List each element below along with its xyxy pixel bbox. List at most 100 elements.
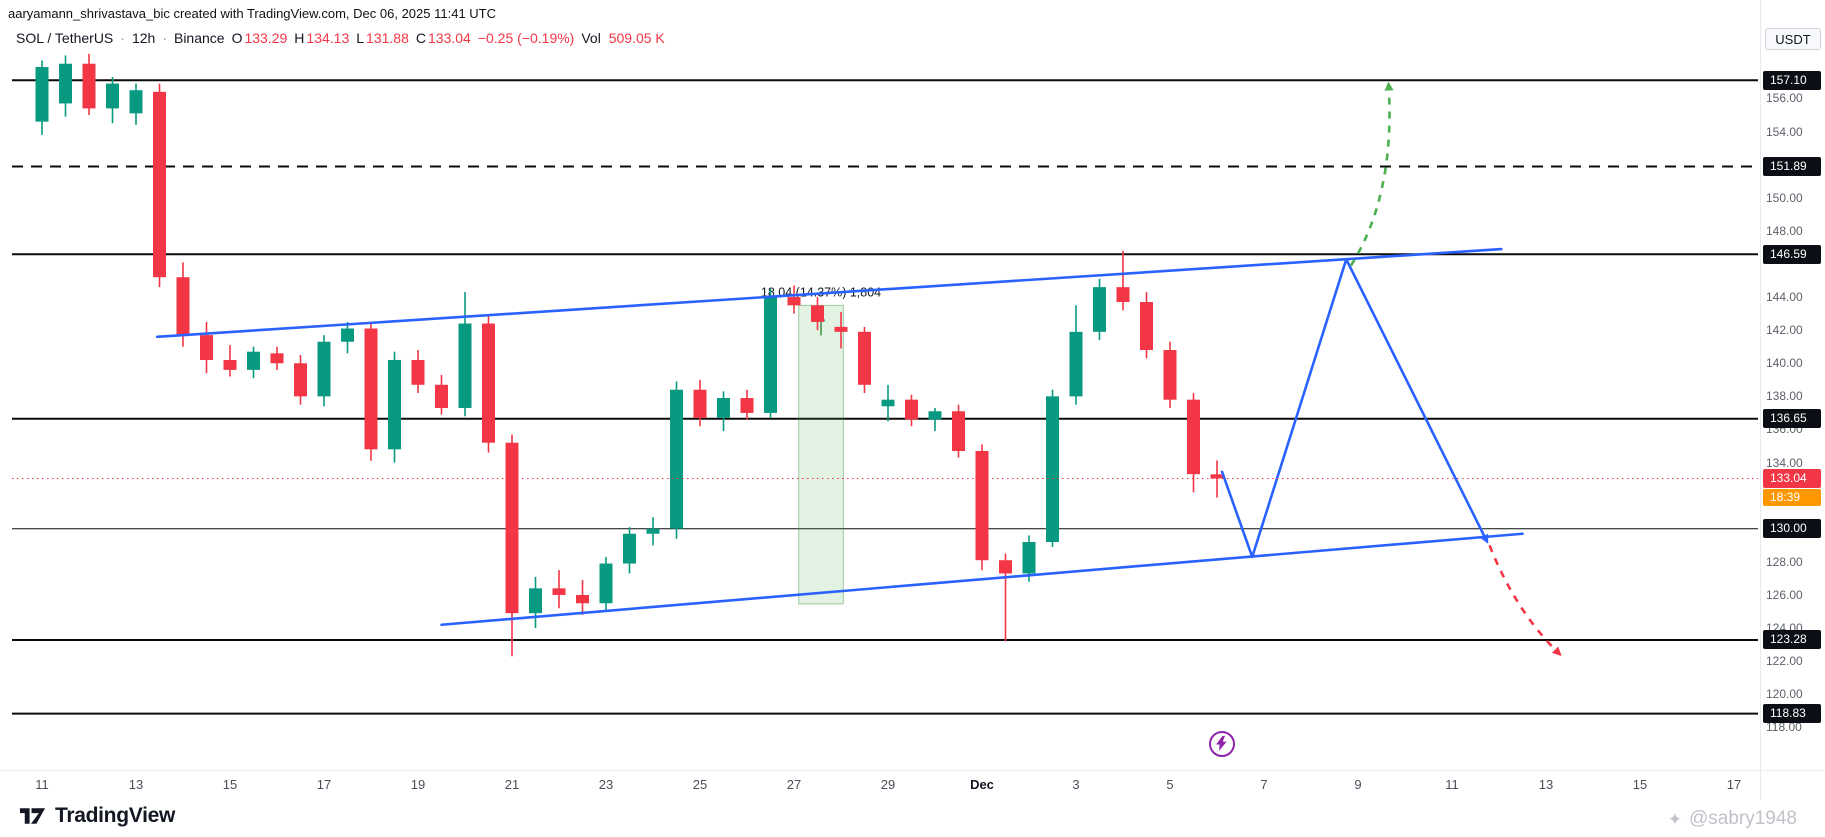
time-axis-label: Dec [970, 777, 994, 792]
candle-body [952, 411, 965, 451]
candle-body [599, 563, 613, 604]
candle [529, 576, 542, 629]
candle [223, 345, 237, 377]
bullish-target-arrow[interactable] [1349, 81, 1394, 267]
time-axis-label: 9 [1354, 777, 1362, 792]
candle [106, 76, 119, 124]
candle [834, 311, 848, 349]
bar-countdown-badge: 18:39 [1763, 488, 1821, 506]
candle-body [834, 326, 848, 332]
candle-body [1187, 399, 1200, 475]
lightning-marker[interactable] [1208, 730, 1235, 757]
candle-body [200, 335, 213, 360]
time-axis-label: 11 [1445, 777, 1459, 792]
candle-body [787, 297, 801, 306]
bearish-target-arrow[interactable] [1488, 544, 1562, 656]
candle [1187, 393, 1200, 493]
candle-body [458, 323, 472, 408]
candle [1210, 460, 1224, 498]
candle-body [1022, 542, 1036, 574]
watermark-icon: ✦ [1667, 809, 1682, 829]
price-level-badge: 130.00 [1763, 519, 1821, 539]
time-axis-label: 7 [1260, 777, 1268, 792]
candle-body [646, 528, 660, 534]
candlestick-chart[interactable]: 18.04 (14.37%) 1,804 [0, 0, 1825, 800]
time-axis-label: 25 [692, 777, 708, 792]
candle-body [294, 363, 307, 397]
time-axis-label: 23 [598, 777, 614, 792]
price-level-badge: 118.83 [1763, 704, 1821, 724]
trendline-upper-channel[interactable] [155, 247, 1503, 339]
candle-body [35, 67, 49, 122]
candle [458, 292, 472, 417]
time-axis[interactable]: 11 13 15 17 19 21 23 25 27 29 Dec 3 5 7 9 11 13 15 17 [0, 770, 1760, 800]
price-axis-label: 154.00 [1766, 124, 1803, 139]
time-axis-label: 17 [1726, 777, 1742, 792]
price-axis[interactable]: 156.00 154.00 150.00 148.00 144.00 142.00 140.… [1760, 0, 1825, 800]
candle [82, 53, 96, 116]
author-watermark: ✦ @sabry1948 [1668, 808, 1797, 830]
symbol-name[interactable]: SOL / TetherUS [16, 30, 114, 46]
candle-body [59, 63, 72, 104]
footer-bar: TradingView ✦ @sabry1948 [0, 800, 1825, 837]
candle-body [975, 450, 989, 561]
trendline-lower-channel[interactable] [440, 532, 1524, 627]
lightning-icon [1216, 736, 1227, 752]
candle [247, 346, 260, 379]
candle-body [881, 399, 895, 407]
candle-body [223, 359, 237, 370]
candle-body [552, 588, 566, 595]
candle [740, 389, 754, 420]
candle [1116, 250, 1130, 311]
interval-label[interactable]: 12h [131, 30, 156, 46]
candle-body [529, 588, 542, 614]
candle-body [247, 351, 260, 370]
time-axis-label: 29 [880, 777, 896, 792]
candle [153, 83, 166, 288]
measurement-box[interactable] [798, 304, 844, 605]
candle [1140, 292, 1153, 359]
price-level-badge: 123.28 [1763, 630, 1821, 650]
time-axis-label: 17 [316, 777, 332, 792]
candle-body [1210, 474, 1224, 479]
candle [364, 323, 378, 461]
candle-body [153, 91, 166, 278]
candle-body [576, 594, 589, 604]
candle-body [364, 328, 378, 450]
tradingview-logo[interactable]: TradingView [18, 804, 175, 828]
time-axis-label: 5 [1166, 777, 1174, 792]
tradingview-logo-icon [19, 808, 46, 824]
candle [623, 527, 636, 574]
change-value: −0.25 (−0.19%) [477, 30, 575, 46]
candle-body [717, 398, 730, 418]
exchange-label[interactable]: Binance [173, 30, 225, 46]
candle [388, 351, 401, 463]
projection-path[interactable] [1220, 258, 1489, 559]
candle [999, 553, 1012, 642]
candle [129, 83, 143, 125]
price-level-badge: 136.65 [1763, 409, 1821, 429]
candle-body [1069, 331, 1083, 397]
tradingview-wordmark: TradingView [55, 804, 176, 827]
price-axis-label: 150.00 [1766, 190, 1803, 205]
candle-body [388, 359, 401, 450]
candle [717, 391, 730, 432]
price-axis-label: 120.00 [1766, 687, 1803, 702]
candle-body [670, 389, 683, 529]
price-level-badge: 146.59 [1763, 244, 1821, 264]
candle [176, 262, 190, 347]
candle [35, 60, 49, 135]
ohlc-close: C 133.04 [415, 30, 471, 46]
price-axis-label: 128.00 [1766, 554, 1803, 569]
time-axis-label: 13 [1538, 777, 1554, 792]
time-axis-label: 21 [504, 777, 520, 792]
symbol-legend[interactable]: SOL / TetherUS · 12h · Binance O 133.29 H… [16, 30, 665, 46]
candle-body [341, 328, 354, 342]
candle-body [106, 83, 119, 109]
currency-toggle[interactable]: USDT [1765, 28, 1821, 50]
price-axis-label: 148.00 [1766, 223, 1803, 238]
candle [599, 556, 613, 612]
ohlc-high: H 134.13 [294, 30, 350, 46]
candle-body [928, 411, 942, 420]
candle-body [693, 389, 707, 418]
